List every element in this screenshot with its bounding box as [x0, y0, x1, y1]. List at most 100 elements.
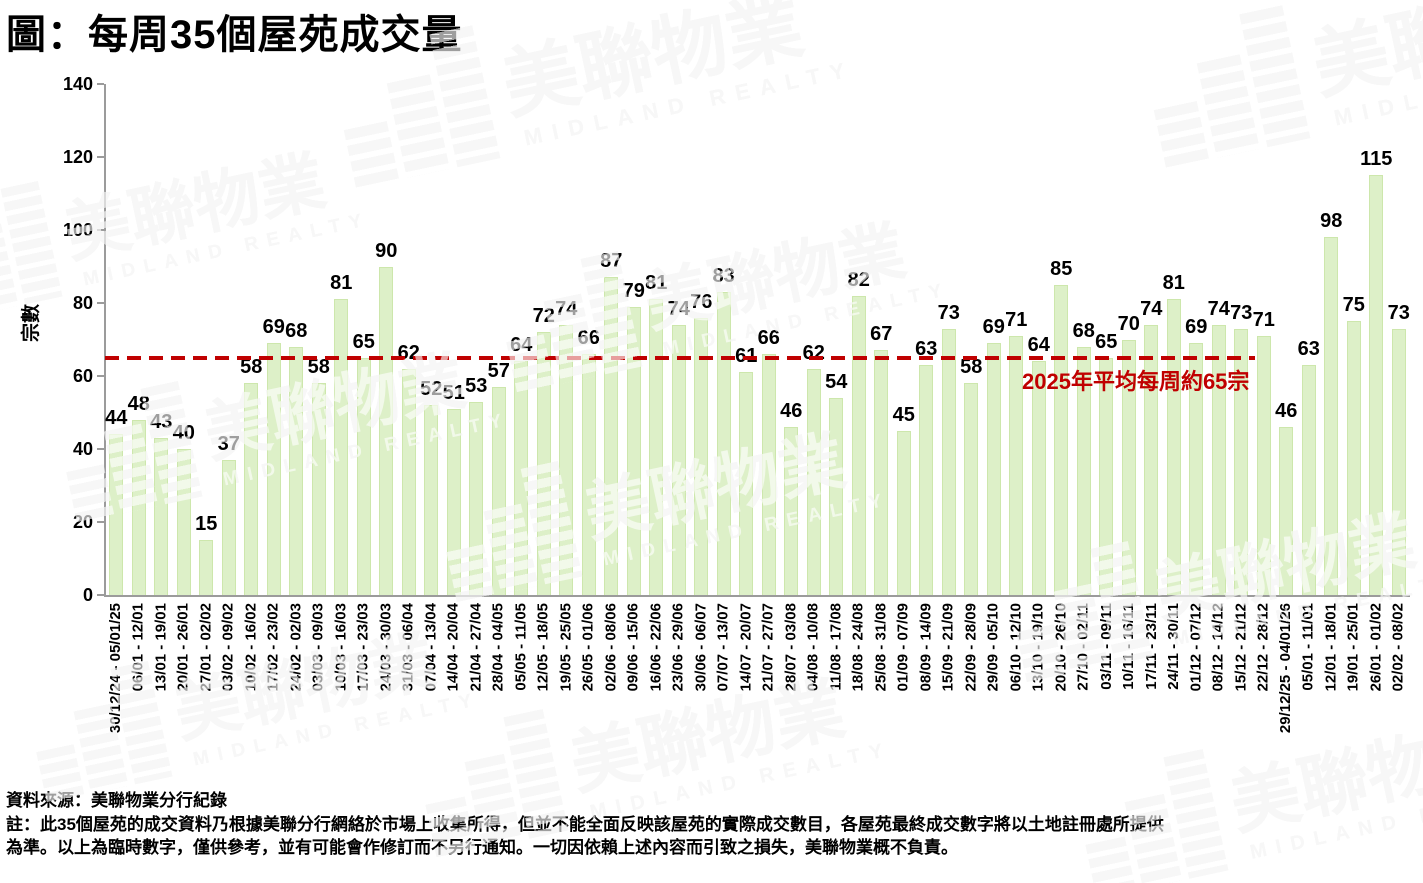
bar-value-label: 82 — [847, 268, 870, 291]
bar — [356, 357, 371, 595]
bar — [176, 449, 191, 595]
logo-block — [343, 121, 400, 189]
y-axis-line — [104, 84, 106, 597]
bar-value-label: 69 — [1185, 316, 1208, 339]
bar-value-label: 115 — [1360, 148, 1393, 171]
bar-value-label: 74 — [667, 297, 690, 320]
bar-value-label: 73 — [1387, 301, 1410, 324]
bar — [379, 266, 394, 595]
bar-value-label: 48 — [127, 392, 150, 415]
bar — [761, 354, 776, 595]
x-axis-tick-text: 11/08 - 17/08 — [827, 603, 845, 691]
x-axis-tick-text: 17/02 - 23/02 — [264, 603, 282, 692]
x-axis-tick-text: 20/01 - 26/01 — [174, 603, 192, 692]
x-axis-tick-text: 02/06 - 08/06 — [602, 603, 620, 692]
y-axis-tick-mark — [97, 521, 104, 523]
bar — [1256, 335, 1271, 595]
bar-value-label: 73 — [1230, 301, 1253, 324]
y-axis-tick-mark — [97, 375, 104, 377]
bar-value-label: 68 — [1072, 319, 1095, 342]
watermark-en-text: MIDLAND REALTY — [191, 688, 483, 771]
bar — [604, 277, 619, 595]
bar-value-label: 63 — [1297, 338, 1320, 361]
bar-value-label: 69 — [262, 316, 285, 339]
midland-logo-icon — [23, 660, 173, 804]
bar-value-label: 71 — [1252, 308, 1275, 331]
bar — [919, 365, 934, 595]
bar — [986, 343, 1001, 595]
bar — [851, 295, 866, 595]
bar-value-label: 76 — [690, 290, 713, 313]
logo-block — [386, 74, 450, 178]
watermark-cn-text: 美聯物業 — [1305, 0, 1423, 109]
watermark-en-text: MIDLAND REALTY — [1248, 778, 1423, 865]
midland-logo-icon — [1138, 5, 1311, 169]
bar — [1369, 175, 1384, 595]
x-axis-tick-text: 17/03 - 23/03 — [354, 603, 372, 692]
bar-value-label: 98 — [1320, 210, 1343, 233]
x-axis-tick-text: 30/12/24 - 05/01/25 — [107, 603, 125, 734]
footer-notes: 資料來源：美聯物業分行紀錄 註：此35個屋苑的成交資料乃根據美聯分行網絡於市場上… — [6, 789, 1164, 860]
bar-value-label: 40 — [172, 422, 195, 444]
watermark-en-text: MIDLAND REALTY — [1332, 37, 1423, 132]
x-axis-tick-text: 20/10 - 26/10 — [1052, 603, 1070, 692]
watermark-cn-text: 美聯物業 — [1305, 0, 1423, 109]
bar-value-label: 79 — [622, 279, 645, 302]
logo-block — [343, 121, 400, 189]
bar-value-label: 43 — [150, 411, 173, 434]
bar — [1144, 324, 1159, 595]
bar — [199, 540, 214, 595]
x-axis-tick-text: 15/09 - 21/09 — [939, 603, 957, 692]
bar-value-label: 62 — [397, 341, 420, 364]
x-axis-tick-text: 21/04 - 27/04 — [467, 603, 485, 692]
bar-value-label: 68 — [285, 319, 308, 342]
watermark-cn-text: 美聯物業 — [1223, 709, 1423, 844]
x-axis-tick-text: 30/06 - 06/07 — [692, 603, 710, 692]
x-axis-tick-text: 06/01 - 12/01 — [129, 603, 147, 692]
watermark-cn-text: 美聯物業 — [495, 0, 810, 129]
x-axis-tick-text: 02/02 - 08/02 — [1389, 603, 1407, 692]
bar — [1324, 237, 1339, 595]
bar — [1279, 427, 1294, 595]
bar-value-label: 51 — [442, 381, 465, 404]
bar — [716, 292, 731, 595]
x-axis-tick-text: 03/03 - 09/03 — [309, 603, 327, 692]
x-axis-tick-text: 05/01 - 11/01 — [1299, 603, 1317, 691]
x-axis-tick-text: 26/05 - 01/06 — [579, 603, 597, 692]
bar-value-label: 72 — [532, 305, 555, 328]
logo-block — [1239, 5, 1311, 148]
watermark-en-text: MIDLAND REALTY — [522, 57, 858, 152]
bar — [806, 368, 821, 595]
bar-value-label: 53 — [465, 374, 488, 397]
logo-block — [1163, 749, 1229, 879]
watermark-en-text: MIDLAND REALTY — [1248, 778, 1423, 865]
watermark-en-text: MIDLAND REALTY — [81, 208, 373, 291]
bar — [1189, 343, 1204, 595]
bar — [671, 324, 686, 595]
bar-value-label: 64 — [510, 334, 533, 357]
watermark-cn-text: 美聯物業 — [1223, 709, 1423, 844]
bar-value-label: 69 — [982, 316, 1005, 339]
y-axis-tick-mark — [97, 83, 104, 85]
bar-value-label: 64 — [1027, 334, 1050, 357]
y-axis-tick-label: 40 — [72, 439, 93, 459]
x-axis-tick-text: 24/02 - 02/03 — [287, 603, 305, 692]
x-axis-tick-text: 07/07 - 13/07 — [714, 603, 732, 692]
bar-value-label: 71 — [1005, 308, 1028, 331]
bar-value-label: 15 — [195, 513, 218, 536]
x-axis-tick-text: 04/08 - 10/08 — [804, 603, 822, 692]
bar-value-label: 83 — [712, 265, 735, 288]
bar-value-label: 81 — [645, 272, 668, 295]
bar — [469, 401, 484, 595]
x-axis-tick-text: 21/07 - 27/07 — [759, 603, 777, 692]
x-axis-tick-text: 19/01 - 25/01 — [1344, 603, 1362, 692]
x-axis-tick-text: 29/12/25 - 04/01/26 — [1277, 603, 1295, 734]
watermark-en-text: MIDLAND REALTY — [522, 57, 858, 152]
bar-value-label: 65 — [1095, 330, 1118, 353]
x-axis-tick-text: 23/06 - 29/06 — [669, 603, 687, 692]
